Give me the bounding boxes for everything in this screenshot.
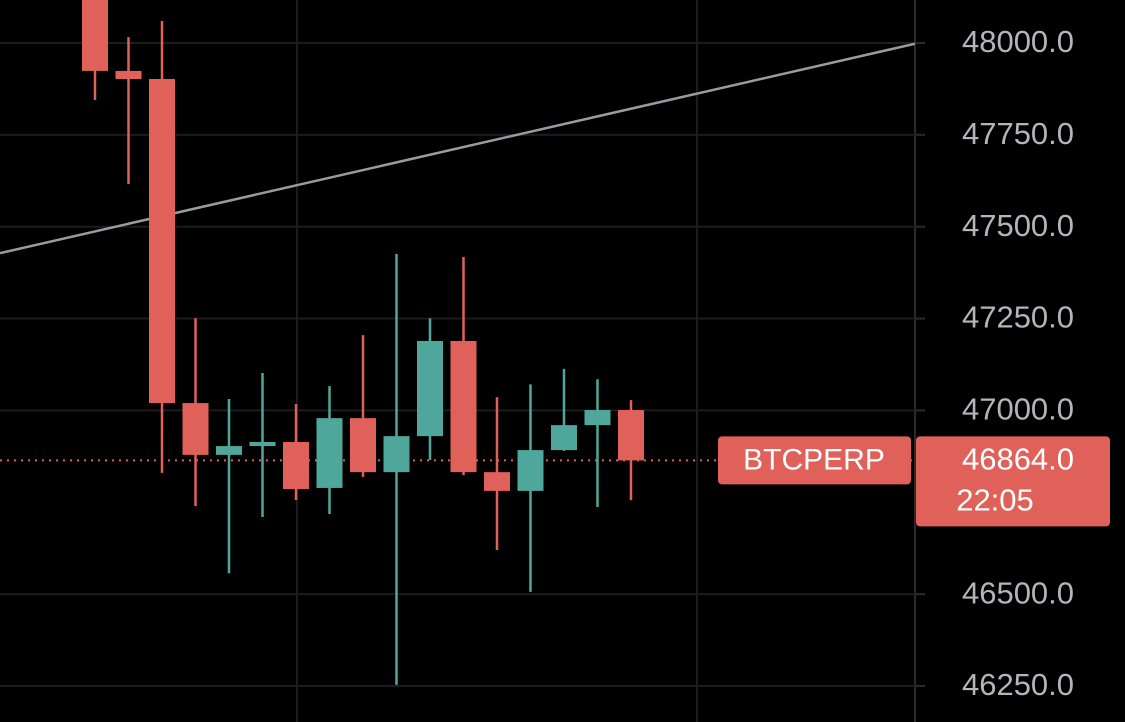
candle-body xyxy=(484,472,510,491)
y-tick-label: 48000.0 xyxy=(962,24,1074,59)
countdown: 22:05 xyxy=(956,483,1034,518)
candle-body xyxy=(517,450,544,491)
y-tick-label: 46500.0 xyxy=(962,575,1074,610)
symbol-badge xyxy=(718,436,911,485)
y-tick-label: 47000.0 xyxy=(962,392,1074,427)
price-badge xyxy=(916,436,1110,527)
plot xyxy=(0,0,915,685)
candle-body xyxy=(350,418,376,473)
candle-body xyxy=(551,425,577,451)
candle-body xyxy=(618,410,644,461)
candle-body xyxy=(584,410,611,426)
y-tick-label: 47500.0 xyxy=(962,208,1074,243)
y-tick-label: 47750.0 xyxy=(962,116,1074,151)
candle-body xyxy=(149,78,175,404)
candle-body xyxy=(115,70,142,79)
symbol-label: BTCPERP xyxy=(743,443,885,476)
candle-body xyxy=(283,442,309,490)
candle-body xyxy=(316,418,343,488)
candle-body xyxy=(182,403,209,455)
y-tick-label: 46250.0 xyxy=(962,667,1074,702)
candle-body xyxy=(417,340,443,437)
grid xyxy=(0,41,915,687)
candle-body xyxy=(383,436,410,473)
candle-body xyxy=(216,446,242,455)
candle-body xyxy=(82,0,108,71)
last-price-label: 46864.0 xyxy=(962,442,1074,477)
candle-body xyxy=(249,442,276,447)
candle-body xyxy=(450,340,477,473)
y-tick-label: 47250.0 xyxy=(962,300,1074,335)
price-axis: 48000.0 47750.0 47500.0 47250.0 47000.0 46500… xyxy=(915,24,1074,702)
